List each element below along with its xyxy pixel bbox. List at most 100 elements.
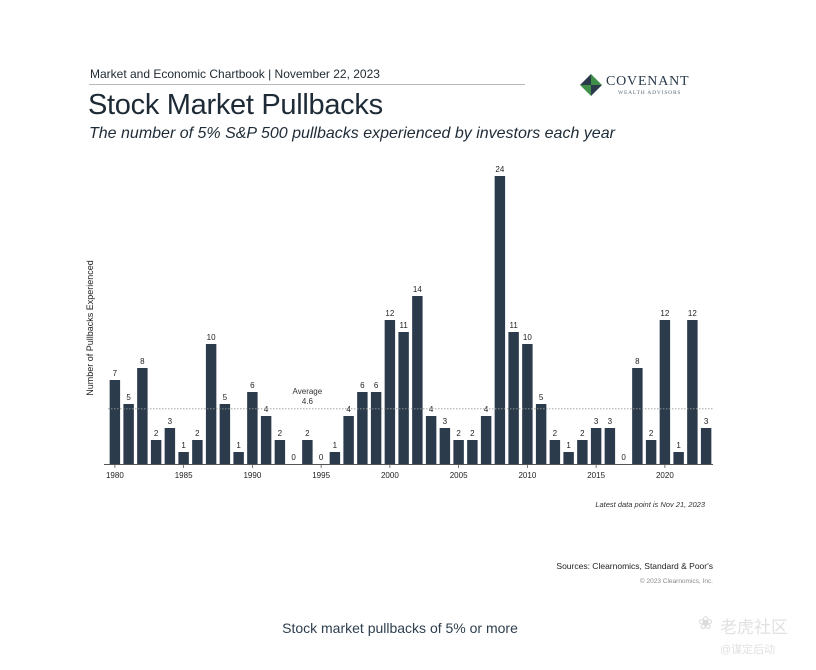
x-tick-label-1985: 1985 bbox=[175, 471, 193, 480]
bar-value-label-1980: 7 bbox=[113, 369, 118, 378]
bar-value-label-1998: 6 bbox=[360, 381, 365, 390]
bar-value-label-2016: 3 bbox=[608, 417, 613, 426]
bar-value-label-1992: 2 bbox=[278, 429, 283, 438]
bar-1986 bbox=[192, 440, 203, 464]
bar-2011 bbox=[535, 404, 547, 464]
bar-2021 bbox=[673, 452, 684, 464]
bar-1996 bbox=[329, 452, 341, 464]
bar-value-label-2011: 5 bbox=[539, 393, 544, 402]
logo-tagline: WEALTH ADVISORS bbox=[618, 90, 682, 96]
compass-logo-icon bbox=[580, 74, 602, 96]
copyright-text: © 2023 Clearnomics, Inc. bbox=[639, 578, 713, 585]
bar-value-label-2006: 2 bbox=[470, 429, 475, 438]
bar-2012 bbox=[549, 440, 561, 464]
bar-value-label-2007: 4 bbox=[484, 405, 489, 414]
covenant-logo: COVENANT WEALTH ADVISORS bbox=[580, 72, 700, 102]
bar-2016 bbox=[604, 428, 616, 464]
page-title: Stock Market Pullbacks bbox=[88, 89, 383, 121]
bar-value-label-1996: 1 bbox=[333, 441, 338, 450]
bar-2004 bbox=[439, 428, 451, 464]
bar-2015 bbox=[590, 428, 602, 464]
x-tick-label-2015: 2015 bbox=[587, 471, 605, 480]
bar-value-label-2003: 4 bbox=[429, 405, 434, 414]
bar-value-label-1981: 5 bbox=[126, 393, 131, 402]
bar-2018 bbox=[632, 368, 643, 464]
bar-1991 bbox=[260, 416, 272, 464]
bar-1985 bbox=[178, 452, 189, 464]
bar-value-label-2002: 14 bbox=[413, 285, 422, 294]
bar-2001 bbox=[398, 332, 409, 464]
bar-value-label-2012: 2 bbox=[553, 429, 558, 438]
bar-value-label-2023: 3 bbox=[704, 417, 709, 426]
logo-name: COVENANT bbox=[606, 74, 690, 89]
bar-1988 bbox=[219, 404, 231, 464]
bar-value-label-2004: 3 bbox=[443, 417, 448, 426]
bar-2005 bbox=[453, 440, 464, 464]
x-tick-label-2005: 2005 bbox=[450, 471, 468, 480]
average-value: 4.6 bbox=[302, 397, 314, 406]
x-tick-label-2020: 2020 bbox=[656, 471, 674, 480]
bar-2006 bbox=[467, 440, 478, 464]
bar-2014 bbox=[577, 440, 588, 464]
bar-value-label-2020: 12 bbox=[660, 309, 669, 318]
bar-2022 bbox=[687, 320, 698, 464]
tiger-logo-icon: ❀ bbox=[698, 613, 714, 633]
bar-1981 bbox=[123, 404, 134, 464]
bar-value-label-1991: 4 bbox=[264, 405, 269, 414]
bar-value-label-1985: 1 bbox=[181, 441, 186, 450]
bar-value-label-2000: 12 bbox=[385, 309, 394, 318]
pullbacks-bar-chart: Number of Pullbacks Experienced 75823121… bbox=[85, 165, 713, 480]
bar-2010 bbox=[522, 344, 533, 464]
x-tick-label-1980: 1980 bbox=[106, 471, 124, 480]
bar-2009 bbox=[508, 332, 519, 464]
bar-value-label-1983: 2 bbox=[154, 429, 159, 438]
bar-value-label-2005: 2 bbox=[456, 429, 461, 438]
bar-1982 bbox=[137, 368, 148, 464]
bar-value-label-2001: 11 bbox=[399, 321, 408, 330]
bar-value-label-2017: 0 bbox=[621, 453, 626, 462]
bar-value-label-1995: 0 bbox=[319, 453, 324, 462]
x-tick-label-1995: 1995 bbox=[312, 471, 330, 480]
bar-value-label-1994: 2 bbox=[305, 429, 310, 438]
bar-2007 bbox=[480, 416, 492, 464]
bar-value-label-2008: 24 bbox=[495, 165, 504, 174]
bar-2013 bbox=[563, 452, 574, 464]
average-label: Average bbox=[293, 387, 323, 396]
sources-text: Sources: Clearnomics, Standard & Poor's bbox=[556, 561, 713, 571]
bar-value-label-2009: 11 bbox=[509, 321, 518, 330]
watermark-text: 老虎社区 bbox=[720, 618, 788, 637]
bar-value-label-1984: 3 bbox=[168, 417, 173, 426]
bar-value-label-1988: 5 bbox=[223, 393, 228, 402]
bar-value-label-1990: 6 bbox=[250, 381, 255, 390]
chartbook-header: Market and Economic Chartbook | November… bbox=[90, 67, 380, 81]
bar-value-label-1986: 2 bbox=[195, 429, 200, 438]
y-axis-label: Number of Pullbacks Experienced bbox=[85, 260, 95, 396]
bar-value-label-2015: 3 bbox=[594, 417, 599, 426]
x-tick-label-2000: 2000 bbox=[381, 471, 399, 480]
bar-value-label-1987: 10 bbox=[207, 333, 216, 342]
bar-value-label-2013: 1 bbox=[566, 441, 571, 450]
bar-1990 bbox=[247, 392, 258, 464]
bar-value-label-1997: 4 bbox=[346, 405, 351, 414]
bar-value-label-1982: 8 bbox=[140, 357, 145, 366]
x-tick-label-2010: 2010 bbox=[518, 471, 536, 480]
bar-2023 bbox=[700, 428, 712, 464]
bar-2003 bbox=[425, 416, 437, 464]
watermark-handle: @谋定后动 bbox=[720, 644, 776, 656]
latest-data-note: Latest data point is Nov 21, 2023 bbox=[595, 500, 705, 509]
bar-2019 bbox=[645, 440, 657, 464]
bar-2002 bbox=[412, 296, 423, 464]
bar-value-label-2014: 2 bbox=[580, 429, 585, 438]
bar-1992 bbox=[274, 440, 286, 464]
bar-value-label-1999: 6 bbox=[374, 381, 379, 390]
figure-caption: Stock market pullbacks of 5% or more bbox=[282, 620, 518, 636]
bar-value-label-1989: 1 bbox=[236, 441, 241, 450]
bar-1984 bbox=[164, 428, 176, 464]
bar-value-label-2019: 2 bbox=[649, 429, 654, 438]
page-subtitle: The number of 5% S&P 500 pullbacks exper… bbox=[89, 125, 615, 142]
bar-1997 bbox=[343, 416, 354, 464]
bar-1987 bbox=[205, 344, 217, 464]
bar-1980 bbox=[109, 380, 121, 464]
bar-1999 bbox=[370, 392, 382, 464]
bar-1983 bbox=[150, 440, 162, 464]
